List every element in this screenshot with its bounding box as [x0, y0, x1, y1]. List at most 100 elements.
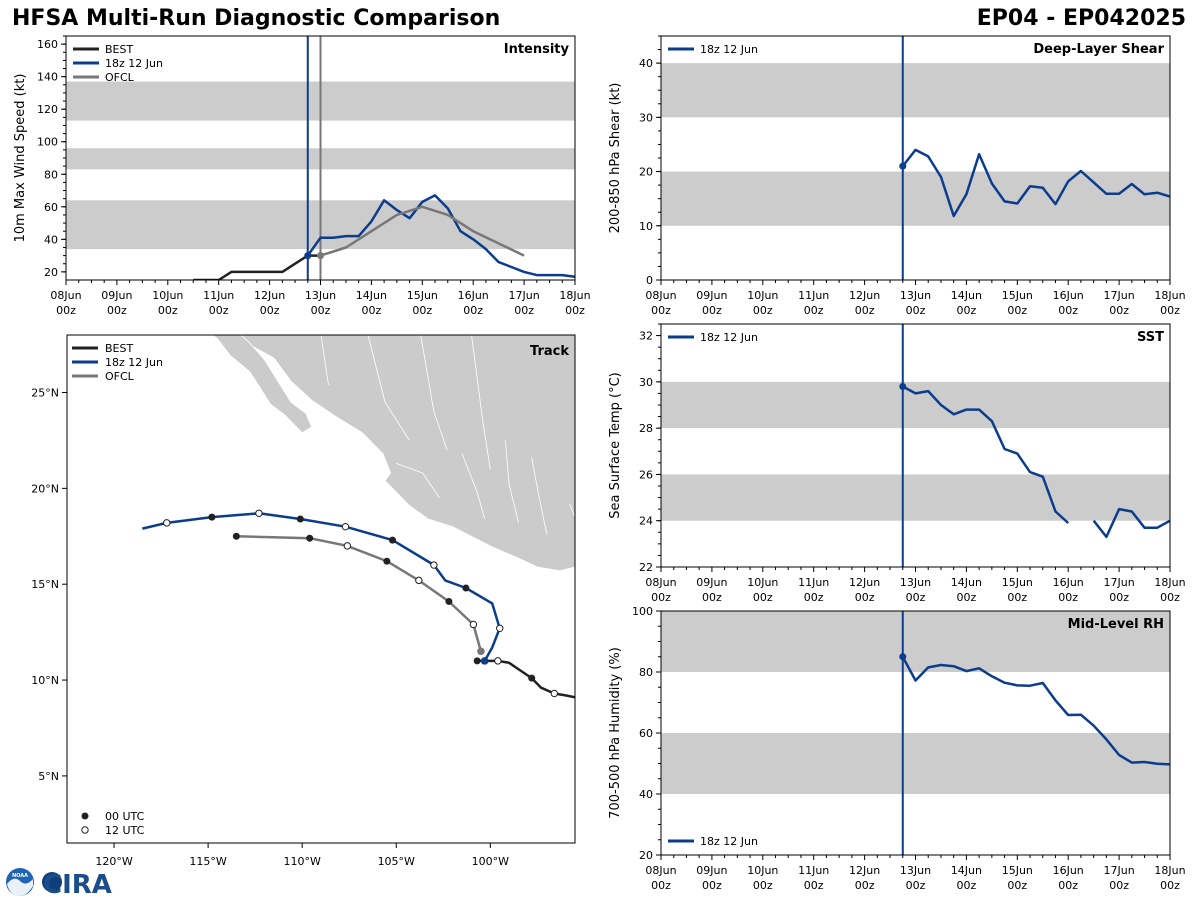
track-start-ofcl	[477, 647, 485, 656]
y-tick-label: 26	[639, 468, 653, 481]
x-tick-label: 13Jun	[305, 289, 336, 302]
legend-label: BEST	[105, 43, 133, 56]
page-title: HFSA Multi-Run Diagnostic Comparison	[12, 6, 501, 31]
state-border	[505, 440, 519, 523]
lon-tick-label: 100°W	[472, 855, 509, 868]
series-line-run	[306, 194, 575, 278]
y-tick-label: 20	[44, 266, 58, 279]
x-tick-label: 11Jun	[798, 576, 829, 589]
legend-label: 18z 12 Jun	[700, 43, 758, 56]
x-tick-label: 00z	[702, 591, 722, 604]
track-point-12utc	[343, 542, 352, 550]
x-tick-label: 00z	[1109, 304, 1129, 317]
plot-area-rh	[661, 611, 1170, 855]
x-tick-label: 13Jun	[900, 864, 931, 877]
track-point-00utc	[232, 532, 240, 540]
track-point-12utc	[494, 657, 502, 665]
x-tick-label: 00z	[753, 591, 773, 604]
storm-id: EP04 - EP042025	[976, 6, 1186, 31]
x-tick-label: 00z	[1109, 879, 1129, 892]
x-tick-label: 08Jun	[645, 864, 676, 877]
x-tick-label: 09Jun	[696, 289, 727, 302]
x-tick-label: 00z	[565, 304, 585, 317]
track-point-00utc	[296, 515, 304, 523]
legend-label: 18z 12 Jun	[700, 835, 758, 848]
plot-area-shear	[661, 36, 1170, 280]
x-tick-label: 16Jun	[1053, 576, 1084, 589]
state-border	[531, 457, 548, 535]
x-tick-label: 00z	[463, 304, 483, 317]
x-tick-label: 00z	[1007, 591, 1027, 604]
x-tick-label: 00z	[804, 591, 824, 604]
x-tick-label: 00z	[855, 304, 875, 317]
x-tick-label: 00z	[1058, 879, 1078, 892]
state-border	[420, 335, 448, 451]
x-tick-label: 00z	[1058, 304, 1078, 317]
x-tick-label: 10Jun	[747, 864, 778, 877]
track-point-00utc	[462, 584, 470, 592]
x-tick-label: 12Jun	[849, 576, 880, 589]
x-tick-label: 08Jun	[645, 576, 676, 589]
x-tick-label: 08Jun	[50, 289, 81, 302]
noaa-cira-logo: NOAA CIRA	[6, 868, 112, 898]
x-tick-label: 18Jun	[1154, 289, 1185, 302]
x-tick-label: 12Jun	[254, 289, 285, 302]
y-axis-label: 10m Max Wind Speed (kt)	[13, 74, 28, 243]
plot-frame	[660, 323, 1171, 568]
y-tick-label: 20	[639, 166, 653, 179]
panel-shear: 0 10 20 30 40 08Jun 00z 09Jun 00z 10Jun 00z 11Jun 00…	[608, 35, 1186, 317]
threshold-band	[661, 63, 1170, 118]
lat-tick-label: 5°N	[38, 770, 59, 783]
track-start-run	[480, 657, 489, 665]
y-tick-label: 28	[639, 422, 653, 435]
track-point-12utc	[415, 576, 423, 585]
x-tick-label: 00z	[906, 879, 926, 892]
x-tick-label: 16Jun	[1053, 289, 1084, 302]
x-tick-label: 00z	[957, 879, 977, 892]
y-tick-label: 32	[639, 330, 653, 343]
x-tick-label: 00z	[362, 304, 382, 317]
landmass-baja	[211, 335, 313, 434]
legend-label: 00 UTC	[105, 810, 145, 823]
panel-rh: 20 40 60 80 100 08Jun 00z 09Jun 00z 10Jun 00z 11Jun…	[608, 605, 1186, 892]
x-tick-label: 00z	[702, 304, 722, 317]
x-tick-label: 10Jun	[747, 289, 778, 302]
state-border	[320, 335, 329, 385]
y-tick-label: 120	[37, 103, 58, 116]
lon-tick-label: 120°W	[95, 855, 132, 868]
x-tick-label: 14Jun	[951, 289, 982, 302]
lon-tick-label: 115°W	[189, 855, 226, 868]
y-tick-label: 30	[639, 111, 653, 124]
track-line-ofcl	[236, 535, 483, 652]
lat-tick-label: 15°N	[31, 578, 59, 591]
x-tick-label: 17Jun	[509, 289, 540, 302]
y-tick-label: 20	[639, 849, 653, 862]
x-tick-label: 14Jun	[951, 576, 982, 589]
track-point-12utc	[496, 624, 504, 632]
state-border	[396, 463, 440, 499]
x-tick-label: 00z	[702, 879, 722, 892]
x-tick-label: 00z	[514, 304, 534, 317]
y-tick-label: 24	[639, 515, 653, 528]
x-tick-label: 00z	[1007, 304, 1027, 317]
x-tick-label: 00z	[651, 304, 671, 317]
legend-label: 12 UTC	[105, 824, 145, 837]
x-tick-label: 00z	[804, 304, 824, 317]
x-tick-label: 00z	[1007, 879, 1027, 892]
y-axis-label: Sea Surface Temp (°C)	[608, 372, 623, 519]
landmass-mexico	[240, 335, 575, 572]
state-border	[569, 503, 575, 519]
cira-globe-icon	[42, 872, 62, 892]
x-tick-label: 10Jun	[152, 289, 183, 302]
y-tick-label: 10	[639, 220, 653, 233]
panel-title: Track	[530, 344, 569, 359]
x-tick-label: 08Jun	[645, 289, 676, 302]
y-tick-label: 22	[639, 561, 653, 574]
x-tick-label: 00z	[651, 591, 671, 604]
x-tick-label: 00z	[957, 591, 977, 604]
x-tick-label: 17Jun	[1104, 576, 1135, 589]
y-tick-label: 160	[37, 38, 58, 51]
track-point-12utc	[255, 509, 263, 517]
track-point-12utc	[163, 519, 171, 527]
x-tick-label: 09Jun	[696, 864, 727, 877]
